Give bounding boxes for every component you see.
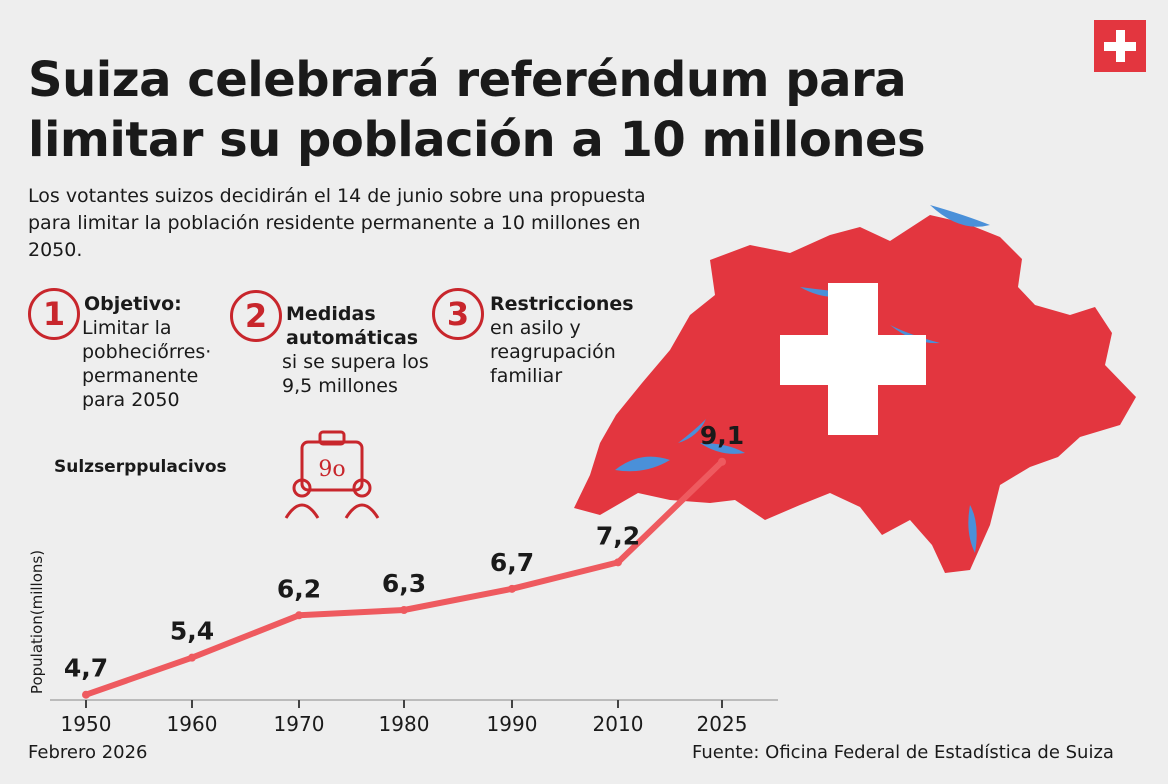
data-point	[614, 558, 622, 567]
headline: Suiza celebrará referéndum para limitar …	[28, 52, 926, 168]
point-body: si se supera los 9,5 millones	[282, 351, 429, 397]
x-tick-label: 1990	[487, 712, 538, 736]
data-label: 7,2	[596, 521, 640, 550]
x-tick-label: 2025	[697, 712, 748, 736]
point-number: 1	[28, 288, 80, 340]
data-label: 9,1	[700, 421, 744, 450]
x-tick-label: 1950	[61, 712, 112, 736]
x-tick-label: 1980	[379, 712, 430, 736]
data-point	[295, 611, 303, 620]
footer-source: Fuente: Oficina Federal de Estadística d…	[692, 742, 1114, 763]
lake-icon	[700, 443, 745, 454]
icon-label: 9o	[318, 457, 345, 482]
data-label: 6,7	[490, 548, 534, 577]
data-point	[508, 584, 516, 593]
lake-icon	[968, 505, 977, 553]
footer-date: Febrero 2026	[28, 742, 148, 763]
x-tick-label: 1960	[167, 712, 218, 736]
point-title: Restricciones	[490, 293, 634, 315]
x-tick-label: 2010	[593, 712, 644, 736]
point-body: en asilo y reagrupación familiar	[490, 317, 616, 387]
data-point	[82, 690, 90, 699]
point-title: Medidas automáticas	[286, 303, 419, 349]
map-cross-horizontal	[780, 335, 926, 385]
caption-label: Sulzserppulacivos	[54, 457, 227, 477]
lake-icon	[930, 205, 990, 227]
data-label: 4,7	[64, 654, 108, 683]
data-label: 6,2	[277, 574, 321, 603]
swiss-flag-icon	[1094, 20, 1146, 72]
data-point	[400, 606, 408, 614]
x-tick-label: 1970	[274, 712, 325, 736]
switzerland-map-icon	[574, 205, 1136, 573]
people-percent-icon: 9o	[284, 430, 380, 519]
data-point	[718, 457, 726, 466]
point-number: 2	[230, 290, 282, 342]
point-body: Limitar la pobheciőrres· permanente para…	[82, 317, 212, 411]
point-number: 3	[432, 288, 484, 340]
data-label: 6,3	[382, 569, 426, 598]
lake-icon	[615, 456, 670, 472]
point-title: Objetivo:	[84, 293, 182, 315]
subtitle: Los votantes suizos decidirán el 14 de j…	[28, 185, 646, 261]
data-label: 5,4	[170, 617, 214, 646]
data-point	[188, 653, 196, 662]
